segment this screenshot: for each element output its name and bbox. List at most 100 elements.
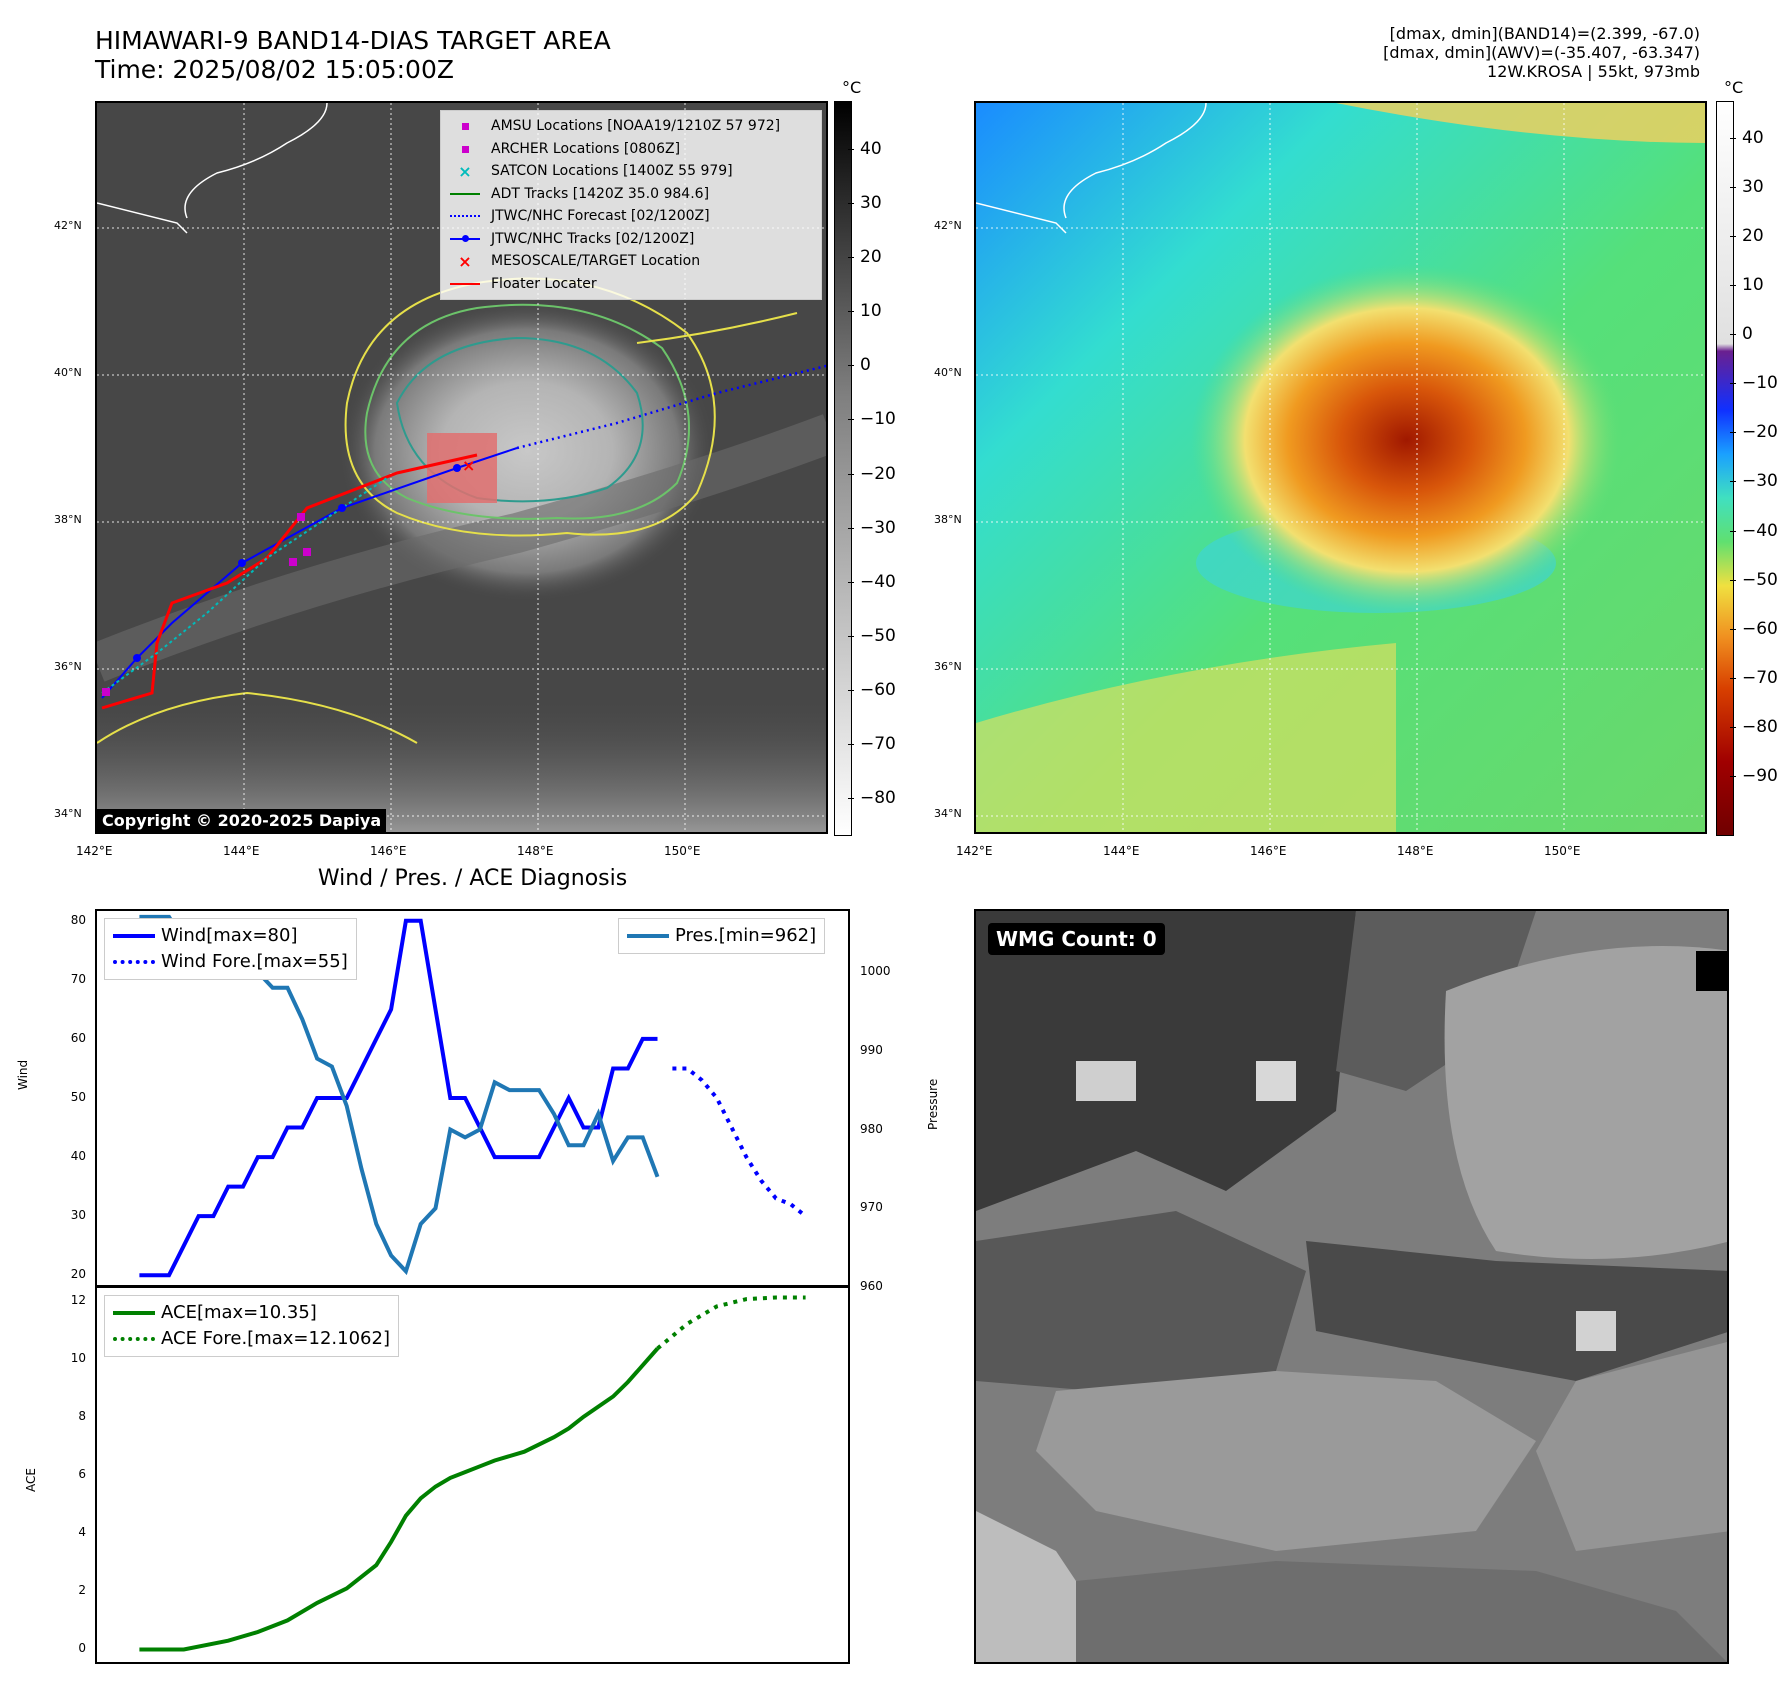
colorbar-tick-mark — [1730, 383, 1736, 385]
map-legend-item: × SATCON Locations [1400Z 55 979] — [447, 160, 815, 183]
y-tick-label: 40 — [70, 1149, 86, 1164]
colorbar-tick-mark — [848, 743, 854, 745]
legend-label: JTWC/NHC Tracks [02/1200Z] — [491, 230, 695, 247]
lon-label: 144°E — [1103, 844, 1140, 858]
y-tick-label: 4 — [78, 1525, 86, 1540]
colorbar-tick-label: −40 — [860, 571, 896, 592]
colorbar-tick-label: −10 — [1742, 373, 1778, 394]
colorbar-tick-mark — [1730, 776, 1736, 778]
pressure-legend: Pres.[min=962] — [618, 918, 826, 954]
map-legend: AMSU Locations [NOAA19/1210Z 57 972] ARCH… — [440, 110, 822, 300]
colorbar-tick-label: −50 — [1742, 569, 1778, 590]
lon-label: 148°E — [1397, 844, 1434, 858]
colorbar-tick-mark — [848, 203, 854, 205]
colorbar-tick-mark — [848, 797, 854, 799]
legend-label: Floater Locater — [491, 275, 597, 292]
series-line-wind-fore — [672, 1066, 807, 1218]
wind-axis-label: Wind — [16, 1059, 30, 1090]
lat-label: 42°N — [54, 219, 82, 232]
ir-colorbar-unit: °C — [842, 78, 862, 97]
lat-label: 40°N — [934, 366, 962, 379]
colorbar-tick-mark — [848, 419, 854, 421]
y-tick-label: 1000 — [860, 964, 891, 978]
colorbar-tick-mark — [848, 311, 854, 313]
colorbar-tick-label: −60 — [860, 679, 896, 700]
map-legend-item: Floater Locater — [447, 273, 815, 296]
legend-symbol — [447, 231, 483, 247]
colorbar-tick-mark — [1730, 334, 1736, 336]
ace-axis-label: ACE — [24, 1468, 38, 1492]
ir-map-panel: × AMSU Locations [NOAA19/1210Z 57 972] AR… — [95, 101, 828, 834]
wmg-panel: WMG Count: 0 — [974, 909, 1729, 1664]
colorbar-tick-label: 20 — [860, 247, 882, 268]
svg-text:×: × — [462, 456, 475, 475]
y-tick-label: 12 — [70, 1292, 86, 1307]
copyright-label: Copyright © 2020-2025 Dapiya — [97, 809, 387, 832]
colorbar-tick-mark — [848, 689, 854, 691]
storm-id: 12W.KROSA | 55kt, 973mb — [1487, 62, 1700, 81]
colorbar-tick-mark — [1730, 530, 1736, 532]
lon-label: 144°E — [223, 844, 260, 858]
map-legend-item: JTWC/NHC Forecast [02/1200Z] — [447, 205, 815, 228]
colorbar-tick-mark — [848, 527, 854, 529]
ace-fore-legend-item: ACE Fore.[max=12.1062] — [113, 1326, 390, 1352]
figure-title-line1: HIMAWARI-9 BAND14-DIAS TARGET AREA — [95, 26, 611, 55]
series-line-ace-fore — [656, 1295, 806, 1351]
legend-symbol — [447, 118, 483, 134]
colorbar-tick-label: −10 — [860, 409, 896, 430]
colorbar-tick-label: 40 — [1742, 127, 1764, 148]
lon-label: 146°E — [1250, 844, 1287, 858]
series-line-wind — [139, 918, 658, 1278]
colorbar-tick-label: 20 — [1742, 225, 1764, 246]
colorbar-tick-label: 10 — [860, 301, 882, 322]
colorbar-tick-label: −30 — [860, 517, 896, 538]
band14-range: [dmax, dmin](BAND14)=(2.399, -67.0) — [1389, 24, 1700, 43]
y-tick-label: 0 — [78, 1641, 86, 1656]
colorbar-tick-label: 30 — [860, 193, 882, 214]
colorbar-tick-label: −20 — [1742, 422, 1778, 443]
map-legend-item: AMSU Locations [NOAA19/1210Z 57 972] — [447, 115, 815, 138]
wind-legend-item: Wind[max=80] — [113, 923, 348, 949]
map-legend-item: ADT Tracks [1420Z 35.0 984.6] — [447, 183, 815, 206]
wmg-image — [976, 911, 1727, 1662]
y-tick-label: 970 — [860, 1200, 883, 1215]
colorbar-tick-mark — [848, 365, 854, 367]
legend-symbol — [447, 208, 483, 224]
colorbar-tick-label: −60 — [1742, 618, 1778, 639]
y-tick-label: 6 — [78, 1467, 86, 1481]
lat-label: 38°N — [934, 513, 962, 526]
lat-label: 36°N — [934, 660, 962, 673]
pressure-legend-item: Pres.[min=962] — [627, 923, 816, 949]
y-tick-label: 70 — [70, 971, 86, 986]
ir-colorbar — [834, 101, 852, 836]
figure-title: HIMAWARI-9 BAND14-DIAS TARGET AREA Time:… — [95, 26, 611, 84]
series-line-ace — [139, 1347, 659, 1652]
lat-label: 40°N — [54, 366, 82, 379]
colorbar-tick-mark — [1730, 137, 1736, 139]
wind-fore-legend-item: Wind Fore.[max=55] — [113, 949, 348, 975]
y-tick-label: 980 — [860, 1121, 883, 1136]
y-tick-label: 50 — [70, 1090, 86, 1104]
figure-title-line2: Time: 2025/08/02 15:05:00Z — [95, 55, 454, 84]
ace-legend-item: ACE[max=10.35] — [113, 1300, 390, 1326]
colorbar-tick-label: 0 — [1742, 324, 1753, 345]
y-tick-label: 60 — [70, 1030, 86, 1045]
colorbar-tick-mark — [1730, 284, 1736, 286]
colorbar-tick-label: 10 — [1742, 274, 1764, 295]
legend-label: JTWC/NHC Forecast [02/1200Z] — [491, 208, 710, 225]
colorbar-tick-label: −80 — [860, 787, 896, 808]
lat-label: 36°N — [54, 660, 82, 673]
awv-map-image — [976, 103, 1705, 832]
lat-label: 38°N — [54, 513, 82, 526]
diagnosis-title: Wind / Pres. / ACE Diagnosis — [317, 866, 628, 891]
wind-legend: Wind[max=80] Wind Fore.[max=55] — [104, 918, 357, 980]
legend-symbol: × — [458, 161, 472, 181]
legend-label: ARCHER Locations [0806Z] — [491, 140, 681, 157]
colorbar-tick-label: −90 — [1742, 766, 1778, 787]
colorbar-tick-mark — [848, 635, 854, 637]
legend-symbol — [447, 186, 483, 202]
y-tick-label: 8 — [78, 1408, 86, 1423]
storm-info: [dmax, dmin](BAND14)=(2.399, -67.0) [dma… — [1383, 24, 1700, 81]
y-tick-label: 2 — [78, 1583, 86, 1598]
awv-colorbar — [1716, 101, 1734, 836]
